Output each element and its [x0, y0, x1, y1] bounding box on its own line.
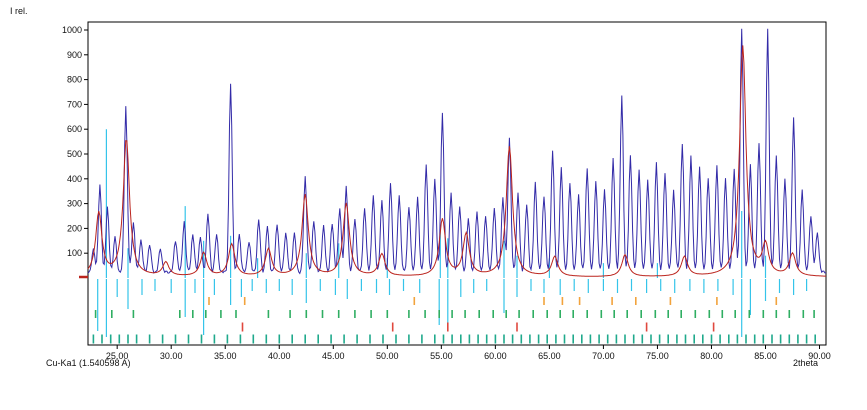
svg-text:300: 300 [67, 199, 82, 209]
svg-text:75.00: 75.00 [646, 351, 669, 361]
svg-text:1000: 1000 [62, 25, 82, 35]
svg-text:55.00: 55.00 [430, 351, 453, 361]
svg-text:70.00: 70.00 [592, 351, 615, 361]
svg-text:400: 400 [67, 174, 82, 184]
svg-text:500: 500 [67, 149, 82, 159]
svg-text:800: 800 [67, 75, 82, 85]
y-axis-title: I rel. [10, 6, 28, 16]
svg-text:90.00: 90.00 [808, 351, 831, 361]
svg-text:40.00: 40.00 [268, 351, 291, 361]
svg-text:200: 200 [67, 223, 82, 233]
svg-text:50.00: 50.00 [376, 351, 399, 361]
svg-text:600: 600 [67, 124, 82, 134]
svg-text:30.00: 30.00 [160, 351, 183, 361]
svg-text:60.00: 60.00 [484, 351, 507, 361]
svg-text:85.00: 85.00 [754, 351, 777, 361]
svg-text:45.00: 45.00 [322, 351, 345, 361]
svg-text:25.00: 25.00 [106, 351, 129, 361]
svg-text:80.00: 80.00 [700, 351, 723, 361]
svg-text:700: 700 [67, 99, 82, 109]
x-axis-title: 2theta [793, 358, 819, 368]
svg-text:900: 900 [67, 50, 82, 60]
svg-text:35.00: 35.00 [214, 351, 237, 361]
anode-label: Cu-Ka1 (1.540598 A) [46, 358, 131, 368]
svg-text:100: 100 [67, 248, 82, 258]
svg-text:65.00: 65.00 [538, 351, 561, 361]
